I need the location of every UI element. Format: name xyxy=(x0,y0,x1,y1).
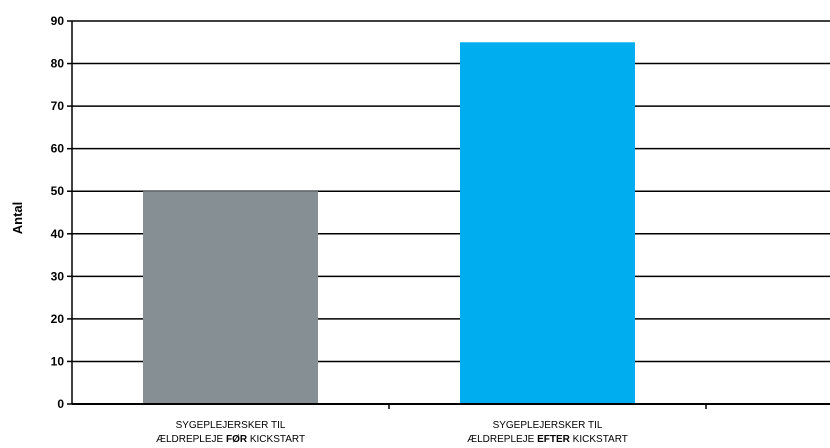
labels: 0 10 20 30 40 50 60 70 80 90 SYGEPLEJERSKER TIL ÆLD… xyxy=(51,14,628,445)
y-tick-label-0: 0 xyxy=(57,397,64,411)
category-label-emphasis: EFTER xyxy=(537,434,571,445)
bar-1 xyxy=(143,191,318,404)
x-category-label-1-line1: SYGEPLEJERSKER TIL xyxy=(176,420,286,431)
category-label-prefix: ÆLDREPLEJE xyxy=(467,434,537,445)
bars xyxy=(143,42,635,405)
category-label-suffix: KICKSTART xyxy=(247,434,305,445)
category-label-suffix: KICKSTART xyxy=(570,434,628,445)
x-category-label-1-line2: ÆLDREPLEJE FØR KICKSTART xyxy=(156,434,305,445)
y-tick-label-70: 70 xyxy=(51,99,65,113)
category-label-prefix: ÆLDREPLEJE xyxy=(156,434,226,445)
y-axis-title: Antal xyxy=(10,202,25,235)
bar-2 xyxy=(460,42,635,405)
x-category-label-2-line2: ÆLDREPLEJE EFTER KICKSTART xyxy=(467,434,628,445)
y-tick-label-50: 50 xyxy=(51,184,65,198)
y-tick-label-90: 90 xyxy=(51,14,65,28)
y-tick-label-80: 80 xyxy=(51,57,65,71)
y-tick-label-20: 20 xyxy=(51,312,65,326)
y-tick-label-60: 60 xyxy=(51,142,65,156)
category-label-emphasis: FØR xyxy=(226,434,248,445)
x-category-label-2-line1: SYGEPLEJERSKER TIL xyxy=(493,420,603,431)
y-tick-label-40: 40 xyxy=(51,227,65,241)
y-tick-label-10: 10 xyxy=(51,354,65,368)
y-tick-label-30: 30 xyxy=(51,269,65,283)
axes xyxy=(67,20,830,409)
